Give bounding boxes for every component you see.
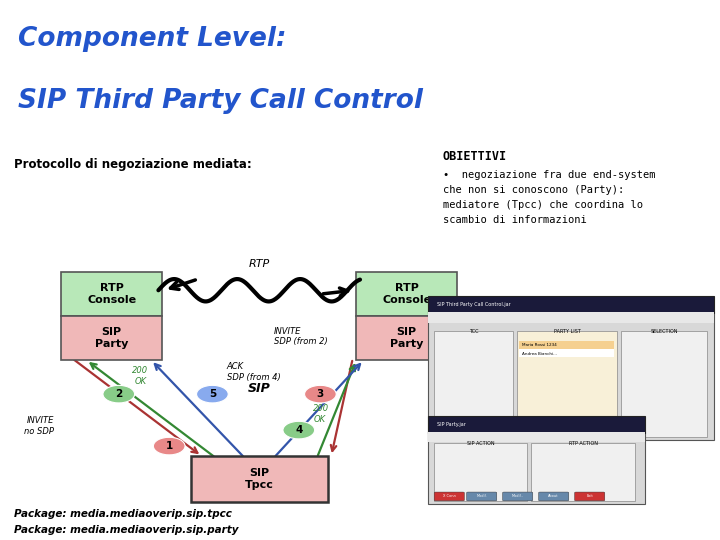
Text: ACK
SDP (from 4): ACK SDP (from 4)	[227, 362, 281, 382]
Text: Exit: Exit	[586, 495, 593, 498]
Circle shape	[283, 421, 315, 439]
FancyBboxPatch shape	[434, 443, 527, 501]
Text: Package: media.mediaoverip.sip.tpcc: Package: media.mediaoverip.sip.tpcc	[14, 509, 233, 519]
FancyBboxPatch shape	[575, 492, 605, 501]
FancyBboxPatch shape	[356, 316, 457, 360]
Text: 200
OK: 200 OK	[313, 404, 329, 424]
Text: PARTY LIST: PARTY LIST	[554, 329, 580, 334]
Text: RTP ACTION: RTP ACTION	[569, 441, 598, 446]
Text: Package: media.mediaoverip.sip.party: Package: media.mediaoverip.sip.party	[14, 525, 239, 535]
FancyBboxPatch shape	[467, 492, 497, 501]
FancyBboxPatch shape	[428, 431, 645, 442]
Text: SIP Party.jar: SIP Party.jar	[437, 422, 466, 427]
Circle shape	[103, 386, 135, 403]
Text: Andrea Bianchi...: Andrea Bianchi...	[522, 352, 557, 356]
Text: 3: 3	[317, 389, 324, 399]
FancyBboxPatch shape	[519, 341, 614, 349]
Circle shape	[456, 386, 487, 403]
FancyBboxPatch shape	[191, 456, 328, 502]
Text: 2: 2	[115, 389, 122, 399]
FancyBboxPatch shape	[434, 492, 464, 501]
Circle shape	[305, 386, 336, 403]
Text: 200
OK: 200 OK	[132, 367, 148, 386]
Text: 4: 4	[295, 425, 302, 435]
FancyBboxPatch shape	[428, 296, 714, 313]
Text: RTP
Console: RTP Console	[87, 284, 136, 305]
FancyBboxPatch shape	[621, 332, 707, 437]
Text: SELECTION: SELECTION	[650, 329, 678, 334]
FancyBboxPatch shape	[434, 332, 513, 437]
FancyBboxPatch shape	[531, 443, 635, 501]
Circle shape	[197, 386, 228, 403]
Text: •  negoziazione fra due end-system
che non si conoscono (Party):
mediatore (Tpcc: • negoziazione fra due end-system che no…	[443, 170, 655, 225]
Text: 6: 6	[468, 389, 475, 399]
Text: X Conn: X Conn	[443, 495, 456, 498]
FancyBboxPatch shape	[61, 272, 162, 316]
Text: RTP: RTP	[248, 259, 270, 269]
Text: 5: 5	[209, 389, 216, 399]
Text: INVITE
no SDP: INVITE no SDP	[24, 416, 54, 436]
FancyBboxPatch shape	[517, 332, 617, 437]
Text: SIP Third Party Call Control.jar: SIP Third Party Call Control.jar	[437, 302, 510, 307]
Text: Component Level:: Component Level:	[18, 26, 287, 52]
FancyBboxPatch shape	[356, 272, 457, 316]
Text: OBIETTIVI: OBIETTIVI	[443, 150, 507, 164]
Text: RTP
Console: RTP Console	[382, 284, 431, 305]
FancyBboxPatch shape	[428, 312, 714, 441]
Text: 1: 1	[166, 441, 173, 451]
Text: SIP
Tpcc: SIP Tpcc	[245, 468, 274, 490]
Text: SIP
Party: SIP Party	[390, 327, 423, 349]
Text: TCC: TCC	[469, 329, 478, 334]
FancyBboxPatch shape	[428, 416, 645, 433]
Circle shape	[153, 437, 185, 455]
FancyBboxPatch shape	[519, 349, 614, 357]
Text: About: About	[549, 495, 559, 498]
Text: Modif..: Modif..	[512, 495, 523, 498]
FancyBboxPatch shape	[539, 492, 569, 501]
Text: Protocollo di negoziazione mediata:: Protocollo di negoziazione mediata:	[14, 158, 252, 171]
FancyBboxPatch shape	[503, 492, 533, 501]
Text: INVITE
SDP (from 2): INVITE SDP (from 2)	[274, 327, 328, 346]
Text: Modif.: Modif.	[477, 495, 487, 498]
Text: SIP
Party: SIP Party	[95, 327, 128, 349]
Text: SIP ACTION: SIP ACTION	[467, 441, 495, 446]
Text: SIP Third Party Call Control: SIP Third Party Call Control	[18, 88, 423, 114]
FancyBboxPatch shape	[61, 316, 162, 360]
Text: ACK: ACK	[464, 422, 482, 430]
FancyBboxPatch shape	[428, 431, 645, 504]
Text: SIP: SIP	[248, 382, 271, 395]
Text: Maria Rossi 1234: Maria Rossi 1234	[522, 343, 557, 347]
FancyBboxPatch shape	[428, 312, 714, 322]
